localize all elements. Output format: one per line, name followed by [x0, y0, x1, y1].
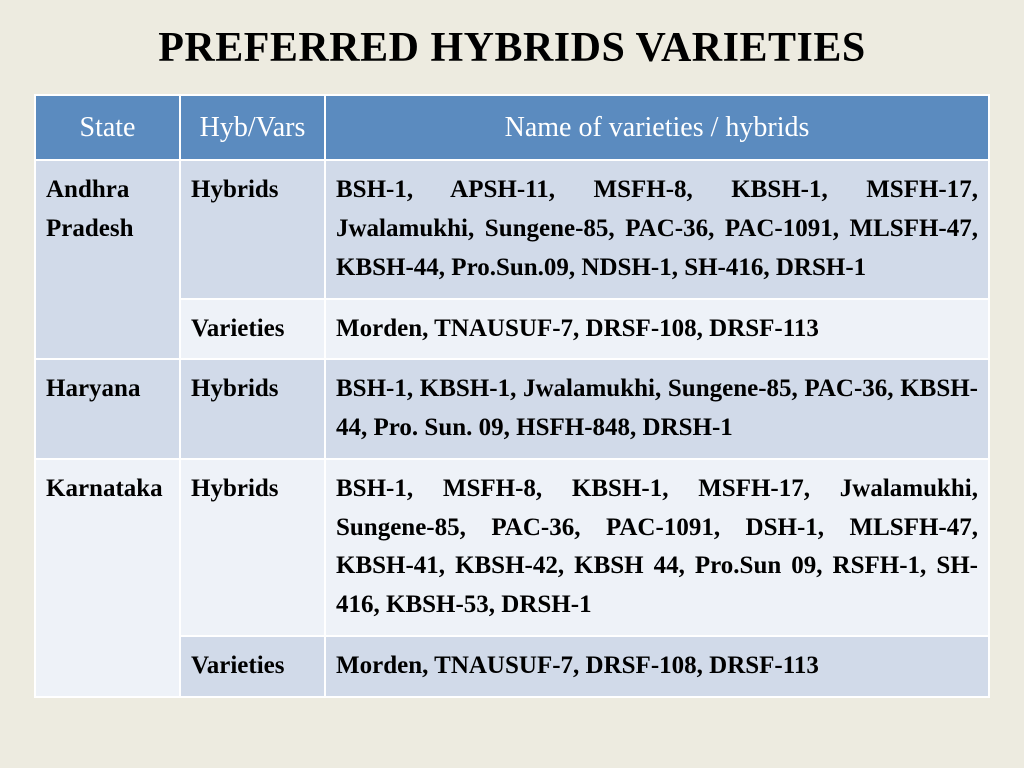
cell-names: BSH-1, KBSH-1, Jwalamukhi, Sungene-85, P…	[325, 359, 989, 459]
cell-names: BSH-1, APSH-11, MSFH-8, KBSH-1, MSFH-17,…	[325, 160, 989, 298]
col-header-state: State	[35, 95, 180, 160]
cell-state: Karnataka	[35, 459, 180, 697]
col-header-names: Name of varieties / hybrids	[325, 95, 989, 160]
cell-type: Hybrids	[180, 459, 325, 636]
table-row: Andhra Pradesh Hybrids BSH-1, APSH-11, M…	[35, 160, 989, 298]
cell-names: Morden, TNAUSUF-7, DRSF-108, DRSF-113	[325, 299, 989, 360]
cell-names: BSH-1, MSFH-8, KBSH-1, MSFH-17, Jwalamuk…	[325, 459, 989, 636]
page-title: PREFERRED HYBRIDS VARIETIES	[34, 24, 990, 72]
cell-state: Andhra Pradesh	[35, 160, 180, 359]
cell-type: Hybrids	[180, 160, 325, 298]
varieties-table: State Hyb/Vars Name of varieties / hybri…	[34, 94, 990, 698]
cell-names: Morden, TNAUSUF-7, DRSF-108, DRSF-113	[325, 636, 989, 697]
table-row: Haryana Hybrids BSH-1, KBSH-1, Jwalamukh…	[35, 359, 989, 459]
cell-state: Haryana	[35, 359, 180, 459]
table-row: Karnataka Hybrids BSH-1, MSFH-8, KBSH-1,…	[35, 459, 989, 636]
cell-type: Hybrids	[180, 359, 325, 459]
col-header-type: Hyb/Vars	[180, 95, 325, 160]
cell-type: Varieties	[180, 299, 325, 360]
cell-type: Varieties	[180, 636, 325, 697]
table-header-row: State Hyb/Vars Name of varieties / hybri…	[35, 95, 989, 160]
